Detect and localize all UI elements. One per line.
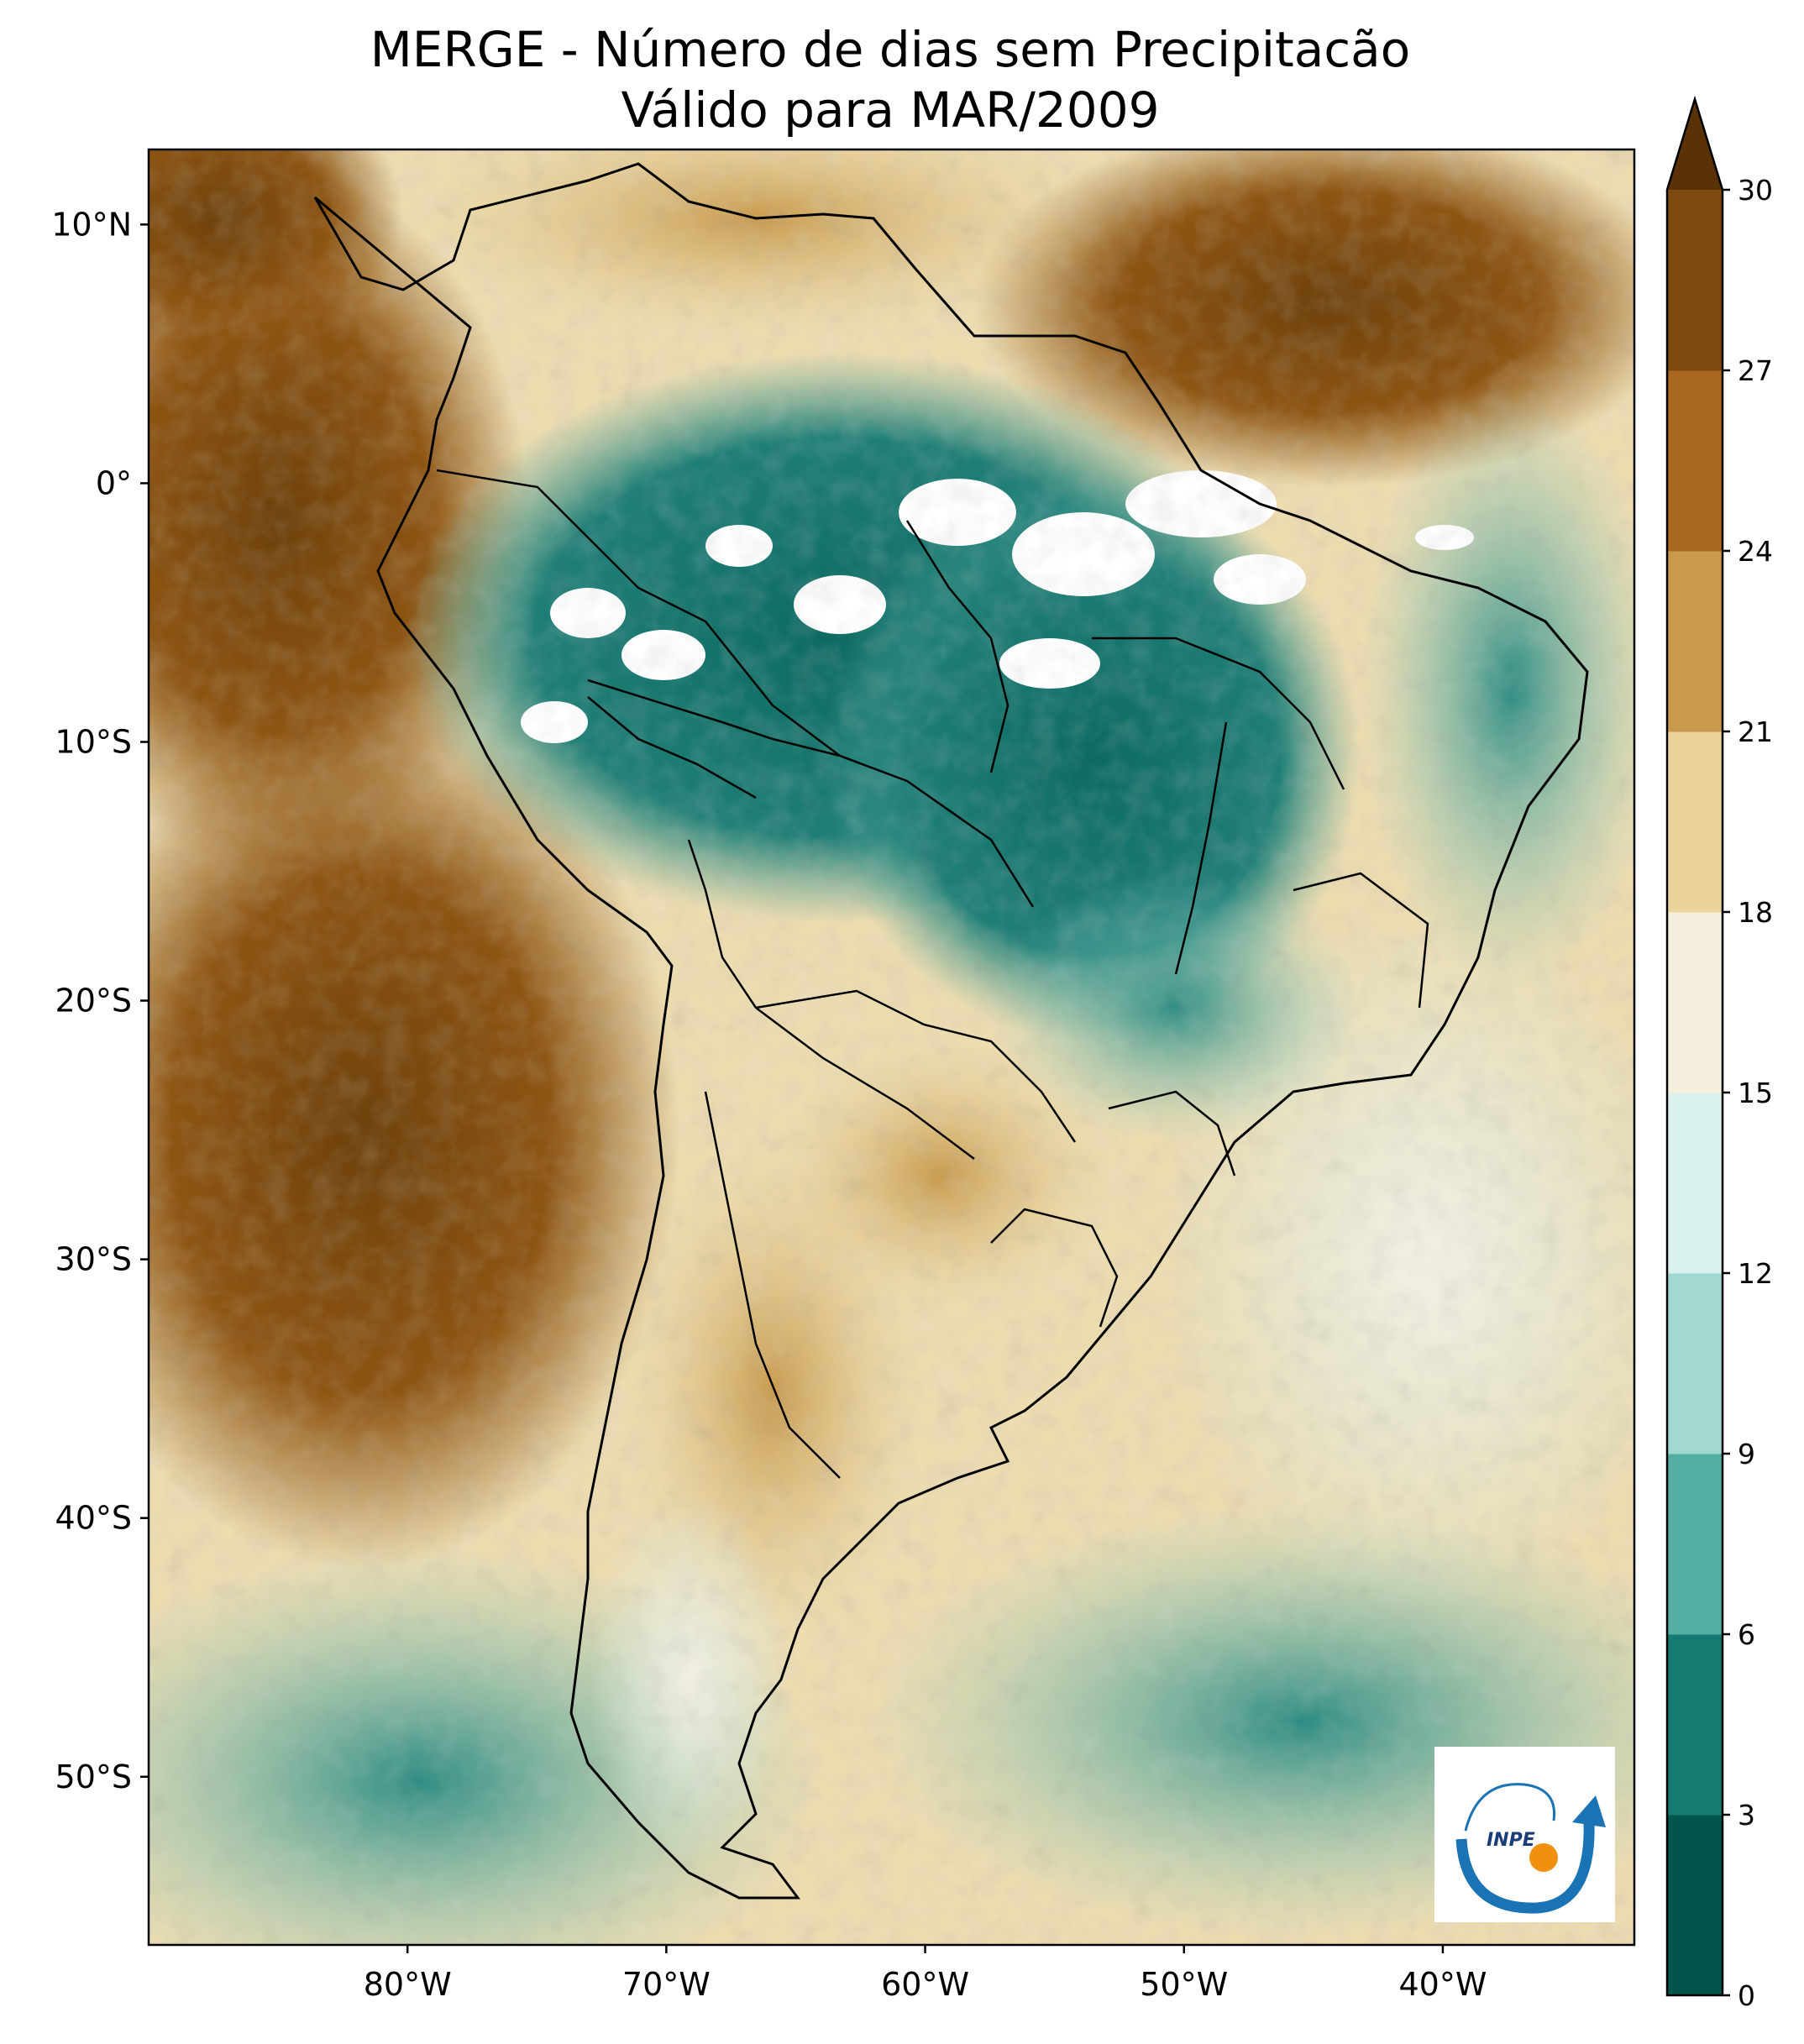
- colorbar-label: 24: [1738, 535, 1773, 568]
- map-title-line-1: MERGE - Número de dias sem Precipitacão: [370, 21, 1411, 78]
- colorbar-label: 30: [1738, 174, 1773, 207]
- colorbar-segment: [1667, 1454, 1723, 1635]
- y-tick-label: 30°S: [55, 1241, 132, 1278]
- colorbar-label: 0: [1738, 1979, 1755, 2012]
- colorbar-label: 12: [1738, 1257, 1773, 1290]
- x-tick-label: 50°W: [1140, 1966, 1228, 2003]
- colorbar-extend-max: [1667, 99, 1723, 190]
- inpe-logo: INPE: [1434, 1747, 1615, 1922]
- logo-text: INPE: [1487, 1830, 1535, 1851]
- x-tick-label: 60°W: [881, 1966, 969, 2003]
- colorbar-segment: [1667, 1634, 1723, 1816]
- colorbar-segment: [1667, 1273, 1723, 1454]
- x-tick-label: 70°W: [622, 1966, 711, 2003]
- colorbar-label: 21: [1738, 715, 1773, 748]
- precipitation-field: [149, 149, 1634, 1945]
- colorbar-segment: [1667, 731, 1723, 913]
- colorbar-label: 27: [1738, 354, 1773, 387]
- y-tick-label: 0°: [96, 464, 132, 501]
- y-tick-label: 10°S: [55, 723, 132, 760]
- colorbar-outline: [1665, 95, 1724, 1997]
- colorbar-segment: [1667, 1815, 1723, 1996]
- x-tick-label: 80°W: [364, 1966, 452, 2003]
- colorbar-label: 15: [1738, 1077, 1773, 1109]
- colorbar-segment: [1667, 1093, 1723, 1274]
- y-axis: 10°N 0° 10°S 20°S 30°S 40°S 50°S: [51, 206, 149, 1795]
- logo-orbit: [1464, 1783, 1556, 1832]
- logo-swoosh: [1455, 1821, 1595, 1914]
- colorbar-label: 3: [1738, 1799, 1755, 1832]
- colorbar-segment: [1667, 912, 1723, 1093]
- logo-arrowhead: [1572, 1795, 1606, 1827]
- x-axis: 80°W 70°W 60°W 50°W 40°W: [364, 1945, 1487, 2003]
- colorbar-segment: [1667, 370, 1723, 552]
- map-title-line-2: Válido para MAR/2009: [621, 81, 1160, 139]
- colorbar-label: 9: [1738, 1438, 1755, 1470]
- colorbar-label: 18: [1738, 896, 1773, 929]
- y-tick-label: 40°S: [55, 1500, 132, 1537]
- y-tick-label: 10°N: [51, 206, 132, 243]
- logo-dot: [1529, 1843, 1558, 1872]
- south-america-coastline: [313, 162, 1589, 1900]
- map-frame: [147, 148, 1636, 1947]
- y-tick-label: 50°S: [55, 1758, 132, 1795]
- colorbar-label: 6: [1738, 1618, 1755, 1651]
- y-tick-label: 20°S: [55, 983, 132, 1019]
- x-tick-label: 40°W: [1398, 1966, 1487, 2003]
- colorbar: 0 3 6 9 12 15 18 21 24 27 30: [1665, 95, 1773, 2012]
- country-borders: [436, 469, 1429, 1479]
- colorbar-segment: [1667, 551, 1723, 732]
- colorbar-segment: [1667, 190, 1723, 371]
- field-texture: [149, 149, 1634, 1945]
